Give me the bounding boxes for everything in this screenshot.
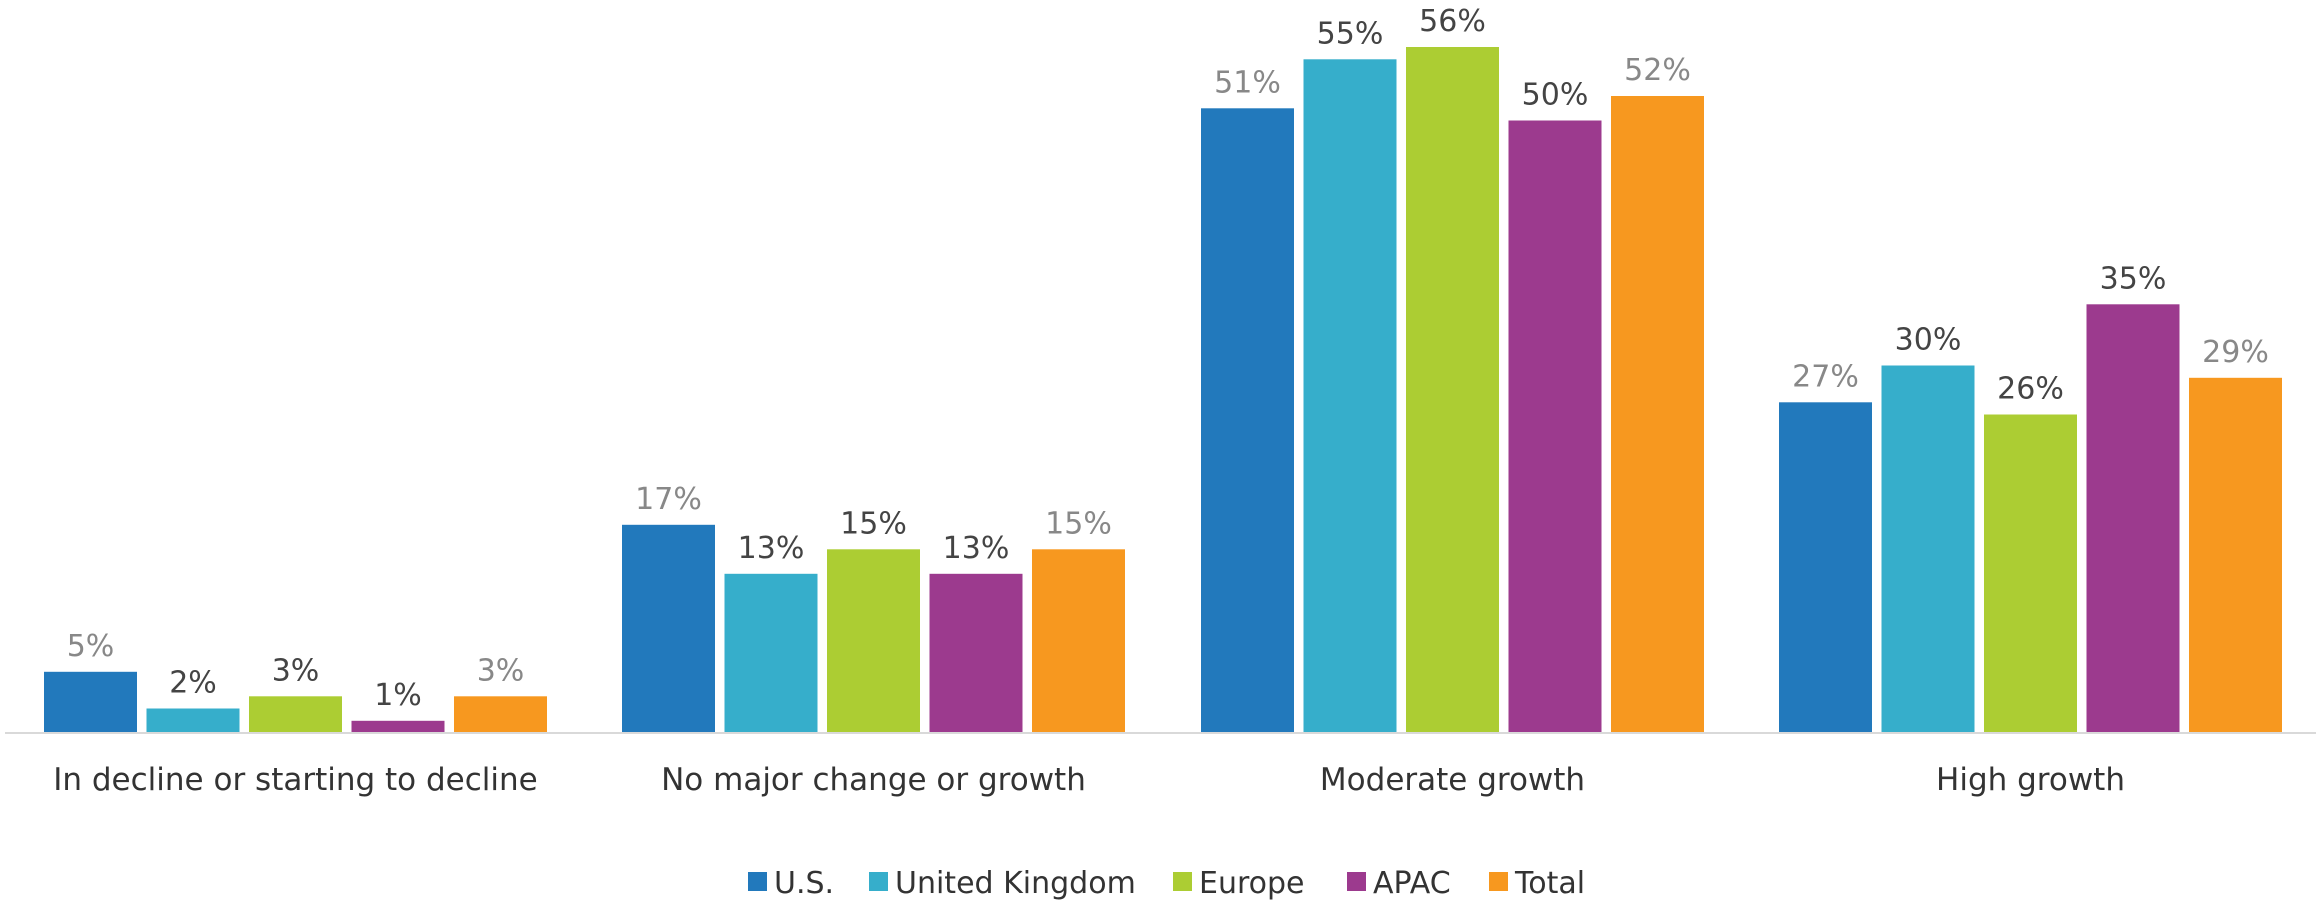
data-label: 3% [272, 653, 320, 688]
legend-label: United Kingdom [895, 866, 1136, 901]
bar-u-s--1 [622, 524, 715, 734]
data-labels-layer: 5% 2% 3% 1% 3% 17% 13% 15% 13% 15% 51% 55% 56% 50% 52%… [67, 4, 2269, 713]
legend: U.S. United Kingdom Europe APAC Total [748, 866, 1585, 901]
bar-u-s--0 [44, 671, 137, 734]
bar-total-0 [454, 696, 547, 734]
bar-united-kingdom-2 [1303, 59, 1397, 734]
data-label: 13% [943, 531, 1010, 566]
data-label: 3% [477, 653, 525, 688]
bar-united-kingdom-3 [1881, 365, 1975, 733]
legend-label: U.S. [774, 866, 834, 901]
data-label: 5% [67, 629, 115, 664]
legend-label: Europe [1199, 866, 1305, 901]
bar-total-2 [1611, 96, 1704, 733]
bar-europe-2 [1406, 47, 1499, 733]
bar-europe-0 [249, 696, 342, 734]
category-label: High growth [1936, 762, 2125, 798]
bars-layer [44, 47, 2282, 734]
data-label: 15% [1045, 506, 1112, 541]
bar-u-s--2 [1201, 108, 1294, 734]
data-label: 26% [1997, 372, 2064, 407]
data-label: 51% [1214, 65, 1281, 100]
data-label: 15% [840, 506, 907, 541]
data-label: 13% [738, 531, 805, 566]
data-label: 1% [374, 678, 422, 713]
bar-total-3 [2189, 377, 2282, 734]
category-labels-layer: In decline or starting to decline No majo… [53, 762, 2125, 798]
legend-swatch [1173, 872, 1192, 891]
data-label: 35% [2100, 261, 2167, 296]
bar-total-1 [1032, 549, 1125, 734]
bar-united-kingdom-1 [724, 573, 818, 734]
data-label: 55% [1317, 16, 1384, 51]
legend-swatch [1347, 872, 1366, 891]
bar-europe-3 [1984, 414, 2077, 733]
data-label: 29% [2202, 335, 2269, 370]
data-label: 17% [635, 482, 702, 517]
legend-label: APAC [1373, 866, 1451, 901]
bar-apac-1 [929, 573, 1023, 734]
legend-swatch [748, 872, 767, 891]
data-label: 52% [1624, 53, 1691, 88]
bar-europe-1 [827, 549, 920, 734]
bar-united-kingdom-0 [146, 708, 240, 733]
data-label: 50% [1522, 78, 1589, 113]
bar-apac-2 [1508, 120, 1602, 733]
data-label: 56% [1419, 4, 1486, 39]
legend-swatch [1489, 872, 1508, 891]
bar-apac-3 [2086, 304, 2180, 734]
legend-label: Total [1514, 866, 1585, 901]
bar-apac-0 [351, 720, 445, 734]
category-label: Moderate growth [1320, 762, 1585, 798]
bar-u-s--3 [1779, 402, 1872, 734]
category-label: No major change or growth [661, 762, 1086, 798]
category-label: In decline or starting to decline [53, 762, 538, 798]
data-label: 2% [169, 666, 217, 701]
data-label: 30% [1895, 323, 1962, 358]
data-label: 27% [1792, 359, 1859, 394]
legend-swatch [869, 872, 888, 891]
